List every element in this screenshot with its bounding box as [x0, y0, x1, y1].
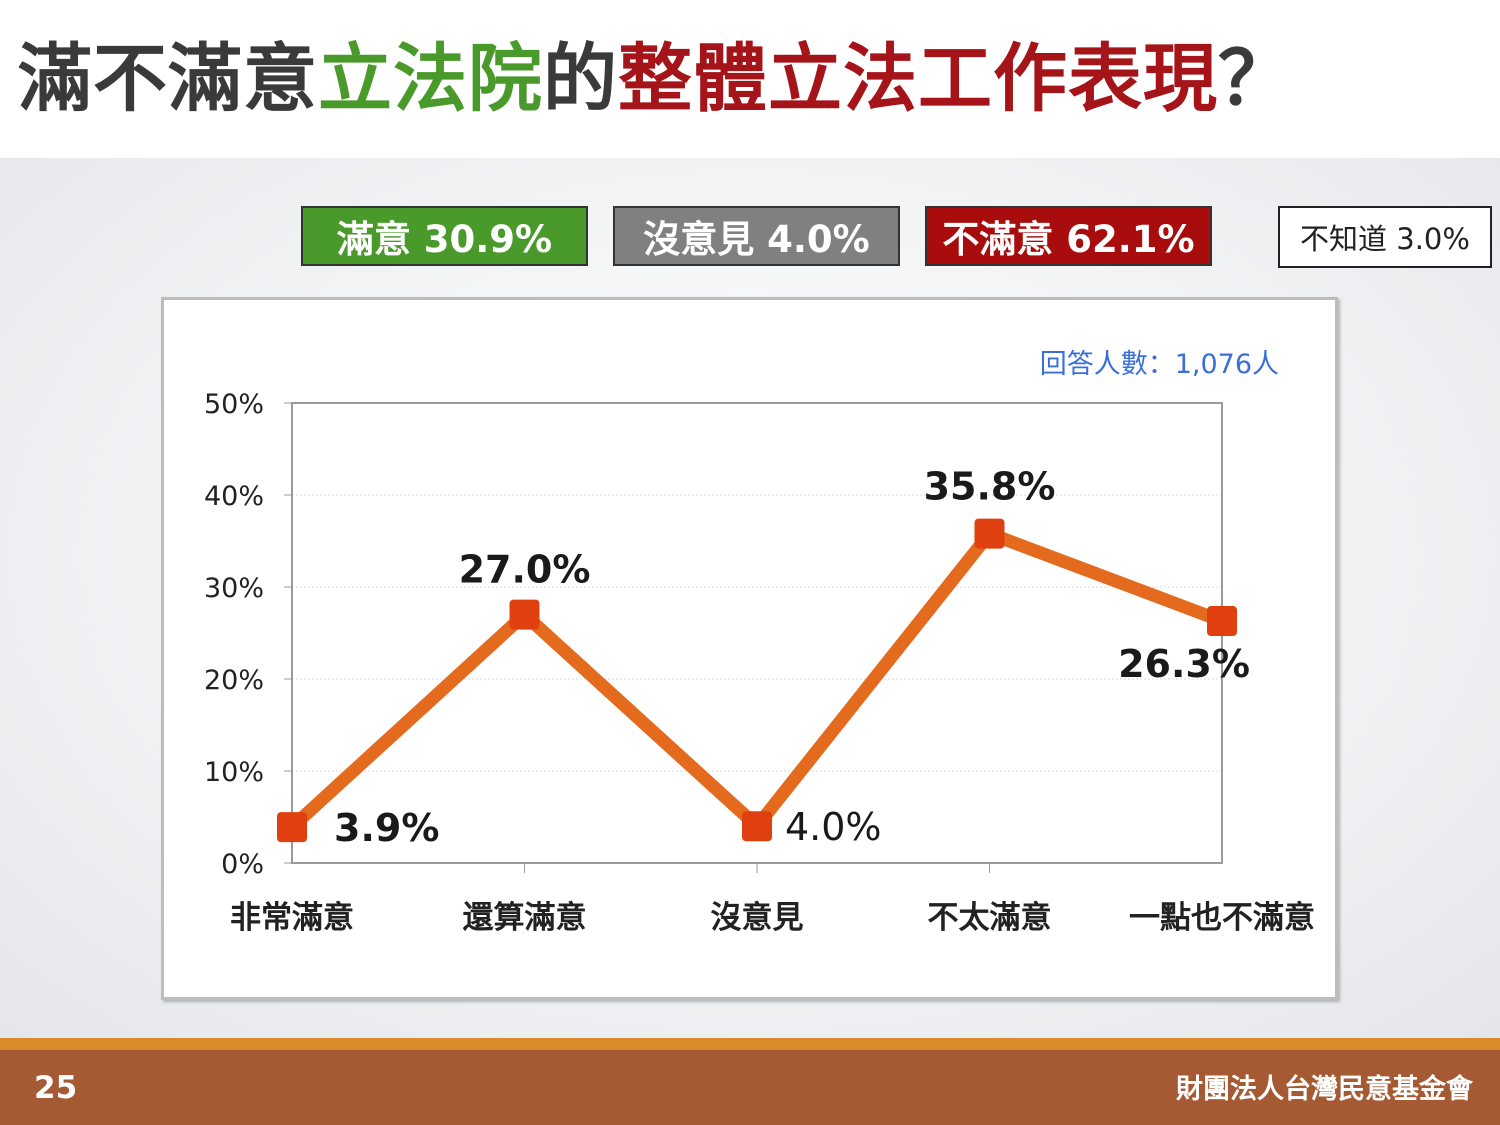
y-tick-label: 10% — [204, 757, 264, 788]
x-category-label: 非常滿意 — [230, 900, 354, 936]
x-category-label: 不太滿意 — [928, 900, 1052, 936]
data-label: 26.3% — [1118, 642, 1250, 686]
title-part-overall-performance: 整體立法工作表現 — [618, 36, 1218, 122]
chart-panel: 回答人數：1,076人 0% 10% 20% 30% 40% 50% 非常滿意 還算滿意 沒意見… — [161, 297, 1338, 1000]
title-part-legislature: 立法院 — [318, 36, 543, 122]
title-bar: 滿不滿意立法院的整體立法工作表現？ — [0, 0, 1500, 158]
data-point-marker — [742, 811, 772, 842]
data-point-marker — [509, 599, 540, 630]
page-number: 25 — [34, 1070, 78, 1106]
y-tick-label: 20% — [204, 665, 264, 696]
summary-dont-know-box: 不知道 3.0% — [1278, 206, 1492, 268]
summary-satisfied-box: 滿意 30.9% — [301, 206, 588, 266]
footer-bar: 25 財團法人台灣民意基金會 — [0, 1050, 1500, 1125]
data-label: 35.8% — [924, 465, 1056, 509]
title-question-mark: ？ — [1218, 36, 1293, 122]
x-category-label: 還算滿意 — [463, 900, 587, 936]
summary-dissatisfied-box: 不滿意 62.1% — [925, 206, 1212, 266]
slide-title: 滿不滿意立法院的整體立法工作表現？ — [18, 42, 1293, 116]
data-point-marker — [974, 518, 1005, 549]
y-tick-label: 30% — [204, 573, 264, 604]
title-part-1: 滿不滿意 — [18, 36, 318, 122]
series-line — [285, 527, 1229, 834]
y-tick-label: 50% — [204, 389, 264, 420]
title-part-3: 的 — [543, 36, 618, 122]
data-point-marker — [1207, 606, 1237, 637]
x-category-label: 沒意見 — [711, 900, 804, 936]
plot-area-border — [291, 402, 1223, 864]
summary-no-opinion-box: 沒意見 4.0% — [613, 206, 900, 266]
organization-name: 財團法人台灣民意基金會 — [1176, 1074, 1473, 1105]
respondents-count: 回答人數：1,076人 — [1039, 349, 1279, 380]
line-chart: 0% 10% 20% 30% 40% 50% 非常滿意 還算滿意 沒意見 不太滿意 一點也不滿意 3.… — [204, 389, 1315, 936]
data-point-marker — [277, 812, 307, 843]
y-tick-label: 40% — [204, 481, 264, 512]
y-tick-label: 0% — [221, 849, 264, 880]
x-category-label: 一點也不滿意 — [1129, 900, 1315, 936]
footer-stripe — [0, 1038, 1500, 1050]
data-label: 3.9% — [334, 806, 439, 850]
data-label: 4.0% — [785, 805, 882, 849]
data-label: 27.0% — [459, 548, 591, 592]
